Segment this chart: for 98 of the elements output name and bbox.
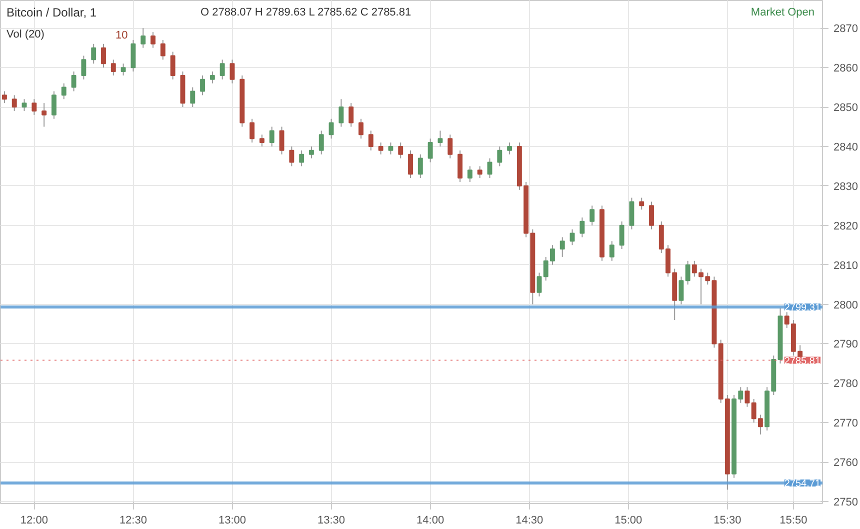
candlestick <box>448 134 453 159</box>
candlestick <box>428 138 433 163</box>
candlestick <box>368 130 374 151</box>
candlestick <box>609 240 614 262</box>
x-tick-label: 15:30 <box>714 514 742 526</box>
candlestick <box>590 205 595 226</box>
annotation: 10 <box>116 30 128 42</box>
x-tick-label: 15:50 <box>780 514 808 526</box>
candlestick <box>250 118 255 144</box>
candlestick <box>358 118 364 140</box>
candlestick <box>744 386 750 408</box>
candlestick <box>32 98 37 116</box>
ref-line-label: 2799.31 <box>784 302 821 314</box>
y-tick-label: 2780 <box>834 378 858 390</box>
y-tick-label: 2820 <box>834 220 858 232</box>
candlestick <box>130 39 136 72</box>
candlestick <box>751 398 756 424</box>
y-tick-label: 2760 <box>834 457 858 470</box>
y-tick-label: 2830 <box>834 180 858 193</box>
candlestick <box>477 166 482 179</box>
candlestick <box>570 228 575 246</box>
candlestick <box>678 276 684 305</box>
candlestick <box>190 86 196 108</box>
candlestick <box>639 197 644 210</box>
candlestick <box>328 118 334 140</box>
candlestick <box>299 150 304 167</box>
candlestick <box>507 142 512 155</box>
candlestick <box>308 146 314 159</box>
candlestick <box>259 134 264 147</box>
candlestick <box>348 102 354 128</box>
x-tick-label: 12:30 <box>119 514 147 526</box>
y-tick-label: 2860 <box>834 62 858 75</box>
candlestick <box>61 82 66 100</box>
candlestick <box>560 236 565 258</box>
x-tick-label: 13:30 <box>318 514 346 526</box>
y-tick-label: 2800 <box>834 299 858 312</box>
candlestick <box>580 216 585 238</box>
candlestick <box>550 244 555 266</box>
candlestick <box>91 43 96 64</box>
candlestick <box>467 166 472 182</box>
x-tick-label: 15:00 <box>614 514 642 526</box>
y-tick-label: 2870 <box>834 23 858 36</box>
candlestick <box>2 90 7 104</box>
candlestick <box>649 201 654 230</box>
candlestick <box>758 414 763 435</box>
candlestick <box>150 32 156 48</box>
candlestick <box>230 59 235 84</box>
candlestick <box>536 272 542 297</box>
candlestick <box>52 90 56 120</box>
candlestick <box>497 146 502 167</box>
annotation: O 2788.07 H 2789.63 L 2785.62 C 2785.81 <box>200 6 412 18</box>
x-tick-label: 14:30 <box>516 514 544 526</box>
candlestick <box>42 102 47 128</box>
y-tick-label: 2850 <box>834 102 858 114</box>
y-tick-label: 2790 <box>834 338 858 351</box>
candlestick <box>398 142 404 159</box>
candlestick <box>160 39 166 60</box>
y-tick-label: 2810 <box>834 260 858 272</box>
candlestick <box>22 98 27 112</box>
candlestick <box>12 94 17 112</box>
candlestick <box>81 55 86 80</box>
candlestick <box>279 126 284 155</box>
candlestick <box>629 197 634 230</box>
candlestick <box>487 158 492 179</box>
chart-title: Bitcoin / Dollar, 1 <box>6 6 97 20</box>
candlestick <box>378 142 384 155</box>
candlestick <box>120 63 126 76</box>
candlestick <box>388 142 394 155</box>
x-tick-label: 12:00 <box>20 514 48 526</box>
candlestick <box>458 150 463 182</box>
ref-line-label: 2785.81 <box>784 356 821 367</box>
candlestick <box>438 130 443 147</box>
candlestick <box>658 220 664 254</box>
candlestick <box>140 28 146 48</box>
candlestick <box>619 220 624 250</box>
candlestick <box>110 59 116 76</box>
candlestick <box>170 51 176 80</box>
candlestick <box>408 150 413 179</box>
annotation: Vol (20) <box>6 28 44 40</box>
candlestick <box>269 126 274 147</box>
candlestick <box>685 260 690 286</box>
y-tick-label: 2770 <box>834 418 858 430</box>
ref-line-label: 2754.71 <box>784 478 821 490</box>
annotation: Market Open <box>750 6 815 18</box>
y-tick-label: 2840 <box>834 141 858 154</box>
candlestick <box>101 43 106 68</box>
candlestick <box>220 59 225 80</box>
candlestick <box>200 74 206 96</box>
y-tick-label: 2750 <box>834 496 858 509</box>
candlestick <box>210 71 215 84</box>
candlestick <box>71 71 76 92</box>
candlestick <box>318 130 324 155</box>
x-tick-label: 14:00 <box>416 514 444 526</box>
candlestick <box>418 154 423 179</box>
candlestick <box>289 146 294 167</box>
candlestick <box>338 98 344 128</box>
x-tick-label: 13:00 <box>218 514 246 526</box>
candlestick <box>543 256 548 282</box>
